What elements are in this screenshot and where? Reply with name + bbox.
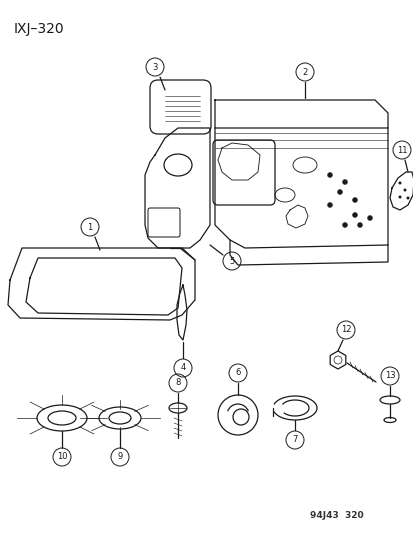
Text: 4: 4	[180, 364, 185, 373]
Text: 12: 12	[340, 326, 350, 335]
Circle shape	[327, 173, 332, 177]
Text: 8: 8	[175, 378, 180, 387]
Text: 7: 7	[292, 435, 297, 445]
Circle shape	[342, 180, 347, 184]
Text: 5: 5	[229, 256, 234, 265]
Text: 2: 2	[301, 68, 307, 77]
Text: 11: 11	[396, 146, 406, 155]
Circle shape	[398, 182, 401, 184]
Circle shape	[406, 197, 408, 199]
Text: 3: 3	[152, 62, 157, 71]
Text: 10: 10	[57, 453, 67, 462]
Text: 94J43  320: 94J43 320	[309, 511, 363, 520]
Circle shape	[357, 222, 362, 228]
Circle shape	[367, 215, 372, 221]
Circle shape	[351, 198, 357, 203]
Circle shape	[327, 203, 332, 207]
Circle shape	[342, 222, 347, 228]
Text: IXJ–320: IXJ–320	[14, 22, 64, 36]
Text: 9: 9	[117, 453, 122, 462]
Circle shape	[337, 190, 342, 195]
Text: 1: 1	[87, 222, 93, 231]
Text: 6: 6	[235, 368, 240, 377]
Circle shape	[398, 196, 401, 198]
Circle shape	[351, 213, 357, 217]
Text: 13: 13	[384, 372, 394, 381]
Circle shape	[403, 189, 406, 191]
